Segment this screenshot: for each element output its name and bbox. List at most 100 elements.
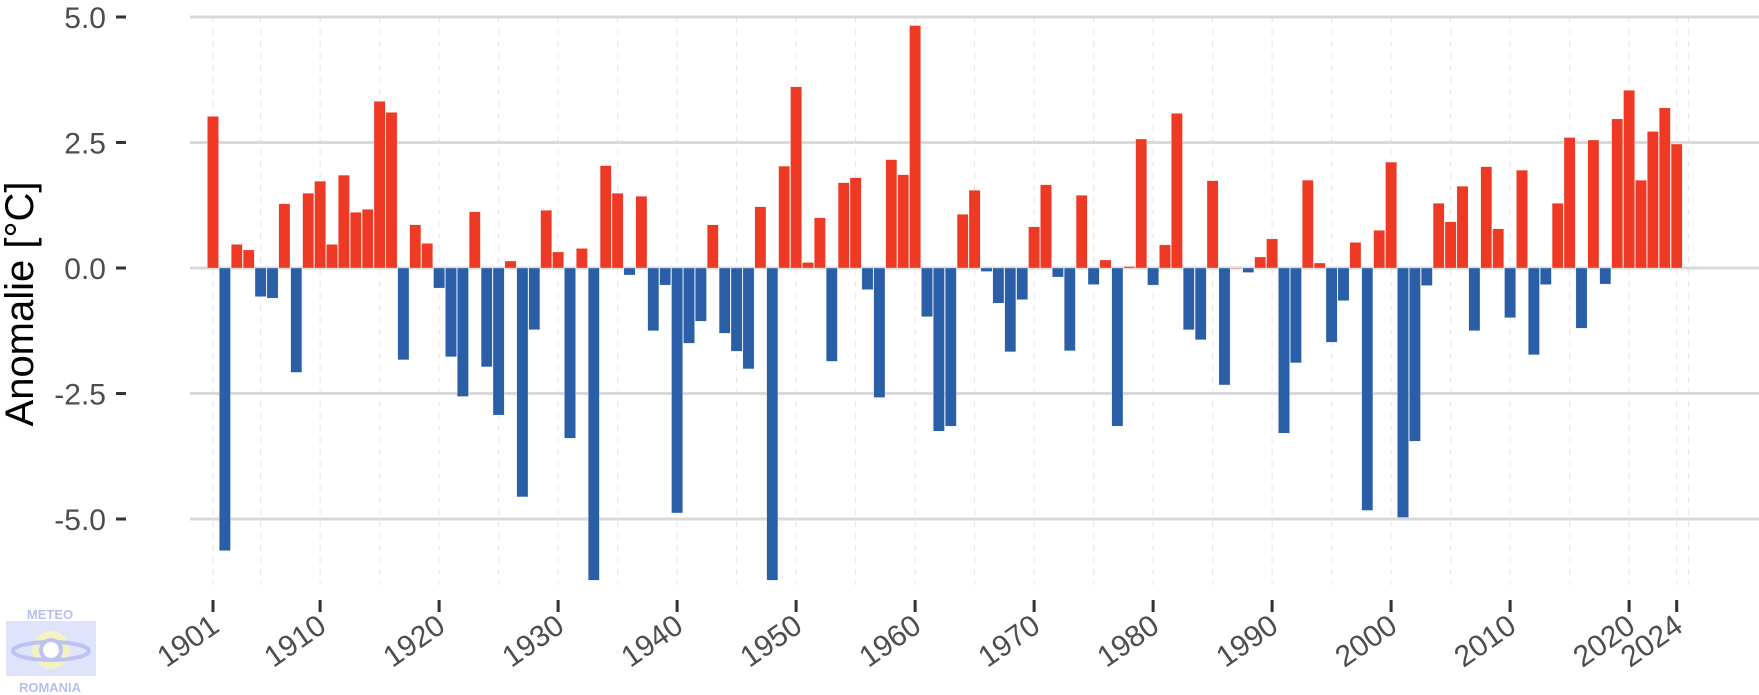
bar-1969 xyxy=(1016,267,1028,300)
bar-1965 xyxy=(968,190,981,269)
y-tick-label: 0.0 xyxy=(64,253,106,286)
bar-1904 xyxy=(242,249,255,269)
bar-1934 xyxy=(599,165,612,269)
bar-1984 xyxy=(1194,267,1207,340)
bar-1963 xyxy=(945,267,957,427)
bar-1937 xyxy=(635,196,648,269)
bar-1990 xyxy=(1266,238,1278,269)
bar-2015 xyxy=(1563,137,1576,269)
bar-2024 xyxy=(1670,143,1683,269)
bar-1961 xyxy=(921,267,933,317)
bar-2013 xyxy=(1540,267,1552,285)
bar-1936 xyxy=(623,267,636,276)
bar-1907 xyxy=(278,203,291,269)
bar-2012 xyxy=(1528,267,1540,355)
bar-2005 xyxy=(1444,221,1457,269)
x-tick-label: 2010 xyxy=(1449,609,1523,674)
bar-1983 xyxy=(1183,267,1195,330)
x-tick-label: 1920 xyxy=(378,609,452,674)
bar-1974 xyxy=(1075,195,1088,269)
bar-1958 xyxy=(885,159,898,269)
bar-1987 xyxy=(1230,267,1243,269)
bar-1968 xyxy=(1004,267,1017,352)
y-tick-label: -2.5 xyxy=(54,379,106,412)
bar-1967 xyxy=(992,267,1005,304)
x-tick-label: 1990 xyxy=(1211,609,1285,674)
bar-1986 xyxy=(1218,267,1231,386)
bar-1999 xyxy=(1373,230,1385,269)
bar-1906 xyxy=(266,267,279,299)
bar-1973 xyxy=(1064,267,1076,351)
bar-1951 xyxy=(802,262,814,269)
bars xyxy=(207,25,1683,581)
bar-1933 xyxy=(588,267,600,581)
bar-1916 xyxy=(385,112,398,269)
bar-1927 xyxy=(516,267,529,498)
bar-1972 xyxy=(1052,267,1064,278)
bar-1975 xyxy=(1087,267,1100,285)
bar-2016 xyxy=(1575,267,1588,329)
bar-2008 xyxy=(1480,166,1493,269)
bar-1902 xyxy=(219,267,231,551)
bar-2004 xyxy=(1432,203,1445,269)
bar-1915 xyxy=(373,101,386,269)
bar-1926 xyxy=(504,260,517,269)
bar-1946 xyxy=(742,267,755,370)
bar-1920 xyxy=(433,267,445,289)
logo-text-bottom: ROMANIA xyxy=(19,680,82,695)
bar-2011 xyxy=(1516,169,1528,269)
bar-1944 xyxy=(718,267,731,334)
bar-2017 xyxy=(1587,139,1600,269)
bar-1948 xyxy=(766,267,779,581)
bar-1996 xyxy=(1337,267,1350,301)
bar-1959 xyxy=(897,174,909,269)
x-tick-label: 1980 xyxy=(1092,609,1166,674)
bar-1910 xyxy=(314,180,326,269)
bar-1913 xyxy=(350,212,362,269)
bar-2000 xyxy=(1385,161,1397,269)
x-tick-label: 1910 xyxy=(259,609,333,674)
bar-1964 xyxy=(956,214,969,269)
bar-1950 xyxy=(790,86,802,269)
bar-2009 xyxy=(1492,228,1504,269)
bar-1903 xyxy=(231,244,243,269)
bar-2020 xyxy=(1623,90,1635,269)
bar-1991 xyxy=(1278,267,1290,434)
bar-1956 xyxy=(861,267,874,290)
x-tick-label: 1930 xyxy=(497,609,571,674)
bar-2006 xyxy=(1456,186,1469,269)
bar-1943 xyxy=(707,224,719,269)
bar-2002 xyxy=(1409,267,1421,442)
x-tick-label: 1960 xyxy=(854,609,928,674)
bar-1993 xyxy=(1302,179,1314,269)
bar-1981 xyxy=(1159,244,1171,269)
bar-1998 xyxy=(1361,267,1374,511)
bar-1980 xyxy=(1147,267,1159,286)
bar-1940 xyxy=(671,267,683,514)
bar-1928 xyxy=(528,267,541,330)
bar-2010 xyxy=(1504,267,1516,318)
bar-1923 xyxy=(469,211,481,269)
bar-2019 xyxy=(1611,118,1623,269)
bar-1992 xyxy=(1290,267,1302,364)
bar-2003 xyxy=(1421,267,1433,286)
bar-1957 xyxy=(873,267,886,398)
x-tick-label: 1970 xyxy=(973,609,1047,674)
bar-1970 xyxy=(1028,226,1040,269)
logo-text-top: METEO xyxy=(27,607,73,622)
bar-1942 xyxy=(695,267,707,322)
y-tick-label: -5.0 xyxy=(54,504,106,537)
bar-1909 xyxy=(302,193,314,269)
bar-1954 xyxy=(837,182,850,269)
bar-2022 xyxy=(1647,131,1659,269)
bar-1982 xyxy=(1171,113,1183,269)
bar-1989 xyxy=(1254,256,1266,269)
bar-2001 xyxy=(1397,267,1409,518)
bar-1939 xyxy=(659,267,671,286)
bar-2007 xyxy=(1468,267,1481,331)
bar-1905 xyxy=(254,267,267,297)
bar-2014 xyxy=(1551,203,1564,269)
bar-1930 xyxy=(552,251,564,269)
y-tick-label: 2.5 xyxy=(64,128,106,161)
